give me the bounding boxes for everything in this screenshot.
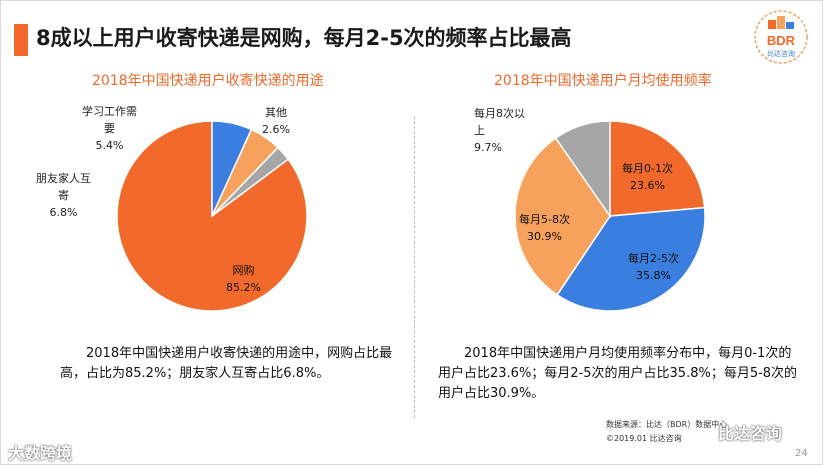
chart-title-left: 2018年中国快递用户收寄快递的用途 <box>92 73 324 89</box>
label-8-plus-name-2: 上 <box>474 124 485 137</box>
label-2-5-name: 每月2-5次 <box>628 252 679 265</box>
pie-slice-0-3 <box>211 146 290 217</box>
page-title: 8成以上用户收寄快递是网购，每月2-5次的频率占比最高 <box>36 26 572 50</box>
label-8-plus-pct: 9.7% <box>474 141 502 154</box>
label-friends-name-1: 朋友家人互 <box>36 172 91 185</box>
label-8-plus: 每月8次以 上 9.7% <box>474 105 525 156</box>
label-study-name-1: 学习工作需 <box>82 105 137 118</box>
label-0-1-pct: 23.6% <box>630 179 665 192</box>
label-friends-pct: 6.8% <box>49 206 78 219</box>
description-left: 2018年中国快递用户收寄快递的用途中，网购占比最高，占比为85.2%；朋友家人… <box>60 346 393 381</box>
pie-slice-1-2 <box>514 137 611 296</box>
label-online: 网购 85.2% <box>226 262 261 296</box>
description-right: 2018年中国快递用户月均使用频率分布中，每月0-1次的用户占比23.6%；每月… <box>438 346 798 401</box>
label-online-pct: 85.2% <box>226 281 261 294</box>
label-8-plus-name-1: 每月8次以 <box>474 107 525 120</box>
logo-text: BDR <box>767 33 796 48</box>
label-5-8-pct: 30.9% <box>527 230 562 243</box>
logo-subtext: 比达咨询 <box>767 49 795 58</box>
label-other-name: 其他 <box>264 106 287 119</box>
label-2-5-pct: 35.8% <box>636 269 671 282</box>
watermark-right: 比达咨询 <box>718 424 783 443</box>
source-note: 数据来源：比达（BDR）数据中心 ©2019.01 比达咨询 <box>606 418 727 446</box>
label-2-5: 每月2-5次 35.8% <box>628 250 679 284</box>
column-divider <box>414 116 415 418</box>
label-0-1-name: 每月0-1次 <box>622 162 673 175</box>
pie-slice-1-0 <box>609 120 706 217</box>
source-line-2: ©2019.01 比达咨询 <box>606 434 682 443</box>
watermark-left: 大数跨境 <box>8 444 73 463</box>
label-0-1: 每月0-1次 23.6% <box>622 160 673 194</box>
page-number: 24 <box>795 448 808 459</box>
label-study: 学习工作需 要 5.4% <box>82 103 137 154</box>
label-other: 其他 2.6% <box>262 104 290 138</box>
label-friends-name-2: 寄 <box>58 189 69 202</box>
label-5-8: 每月5-8次 30.9% <box>519 211 570 245</box>
label-study-pct: 5.4% <box>95 139 124 152</box>
pie-slice-1-1 <box>556 206 706 312</box>
chart-title-right: 2018年中国快递用户月均使用频率 <box>494 73 712 89</box>
bdr-logo: BDR 比达咨询 <box>754 10 808 64</box>
source-line-1: 数据来源：比达（BDR）数据中心 <box>606 420 728 429</box>
label-study-name-2: 要 <box>104 122 115 135</box>
label-5-8-name: 每月5-8次 <box>519 213 570 226</box>
label-online-name: 网购 <box>232 264 255 277</box>
label-friends: 朋友家人互 寄 6.8% <box>36 170 91 221</box>
title-accent-bar <box>14 24 28 56</box>
pie-slice-1-3 <box>554 120 611 219</box>
label-other-pct: 2.6% <box>262 123 290 136</box>
